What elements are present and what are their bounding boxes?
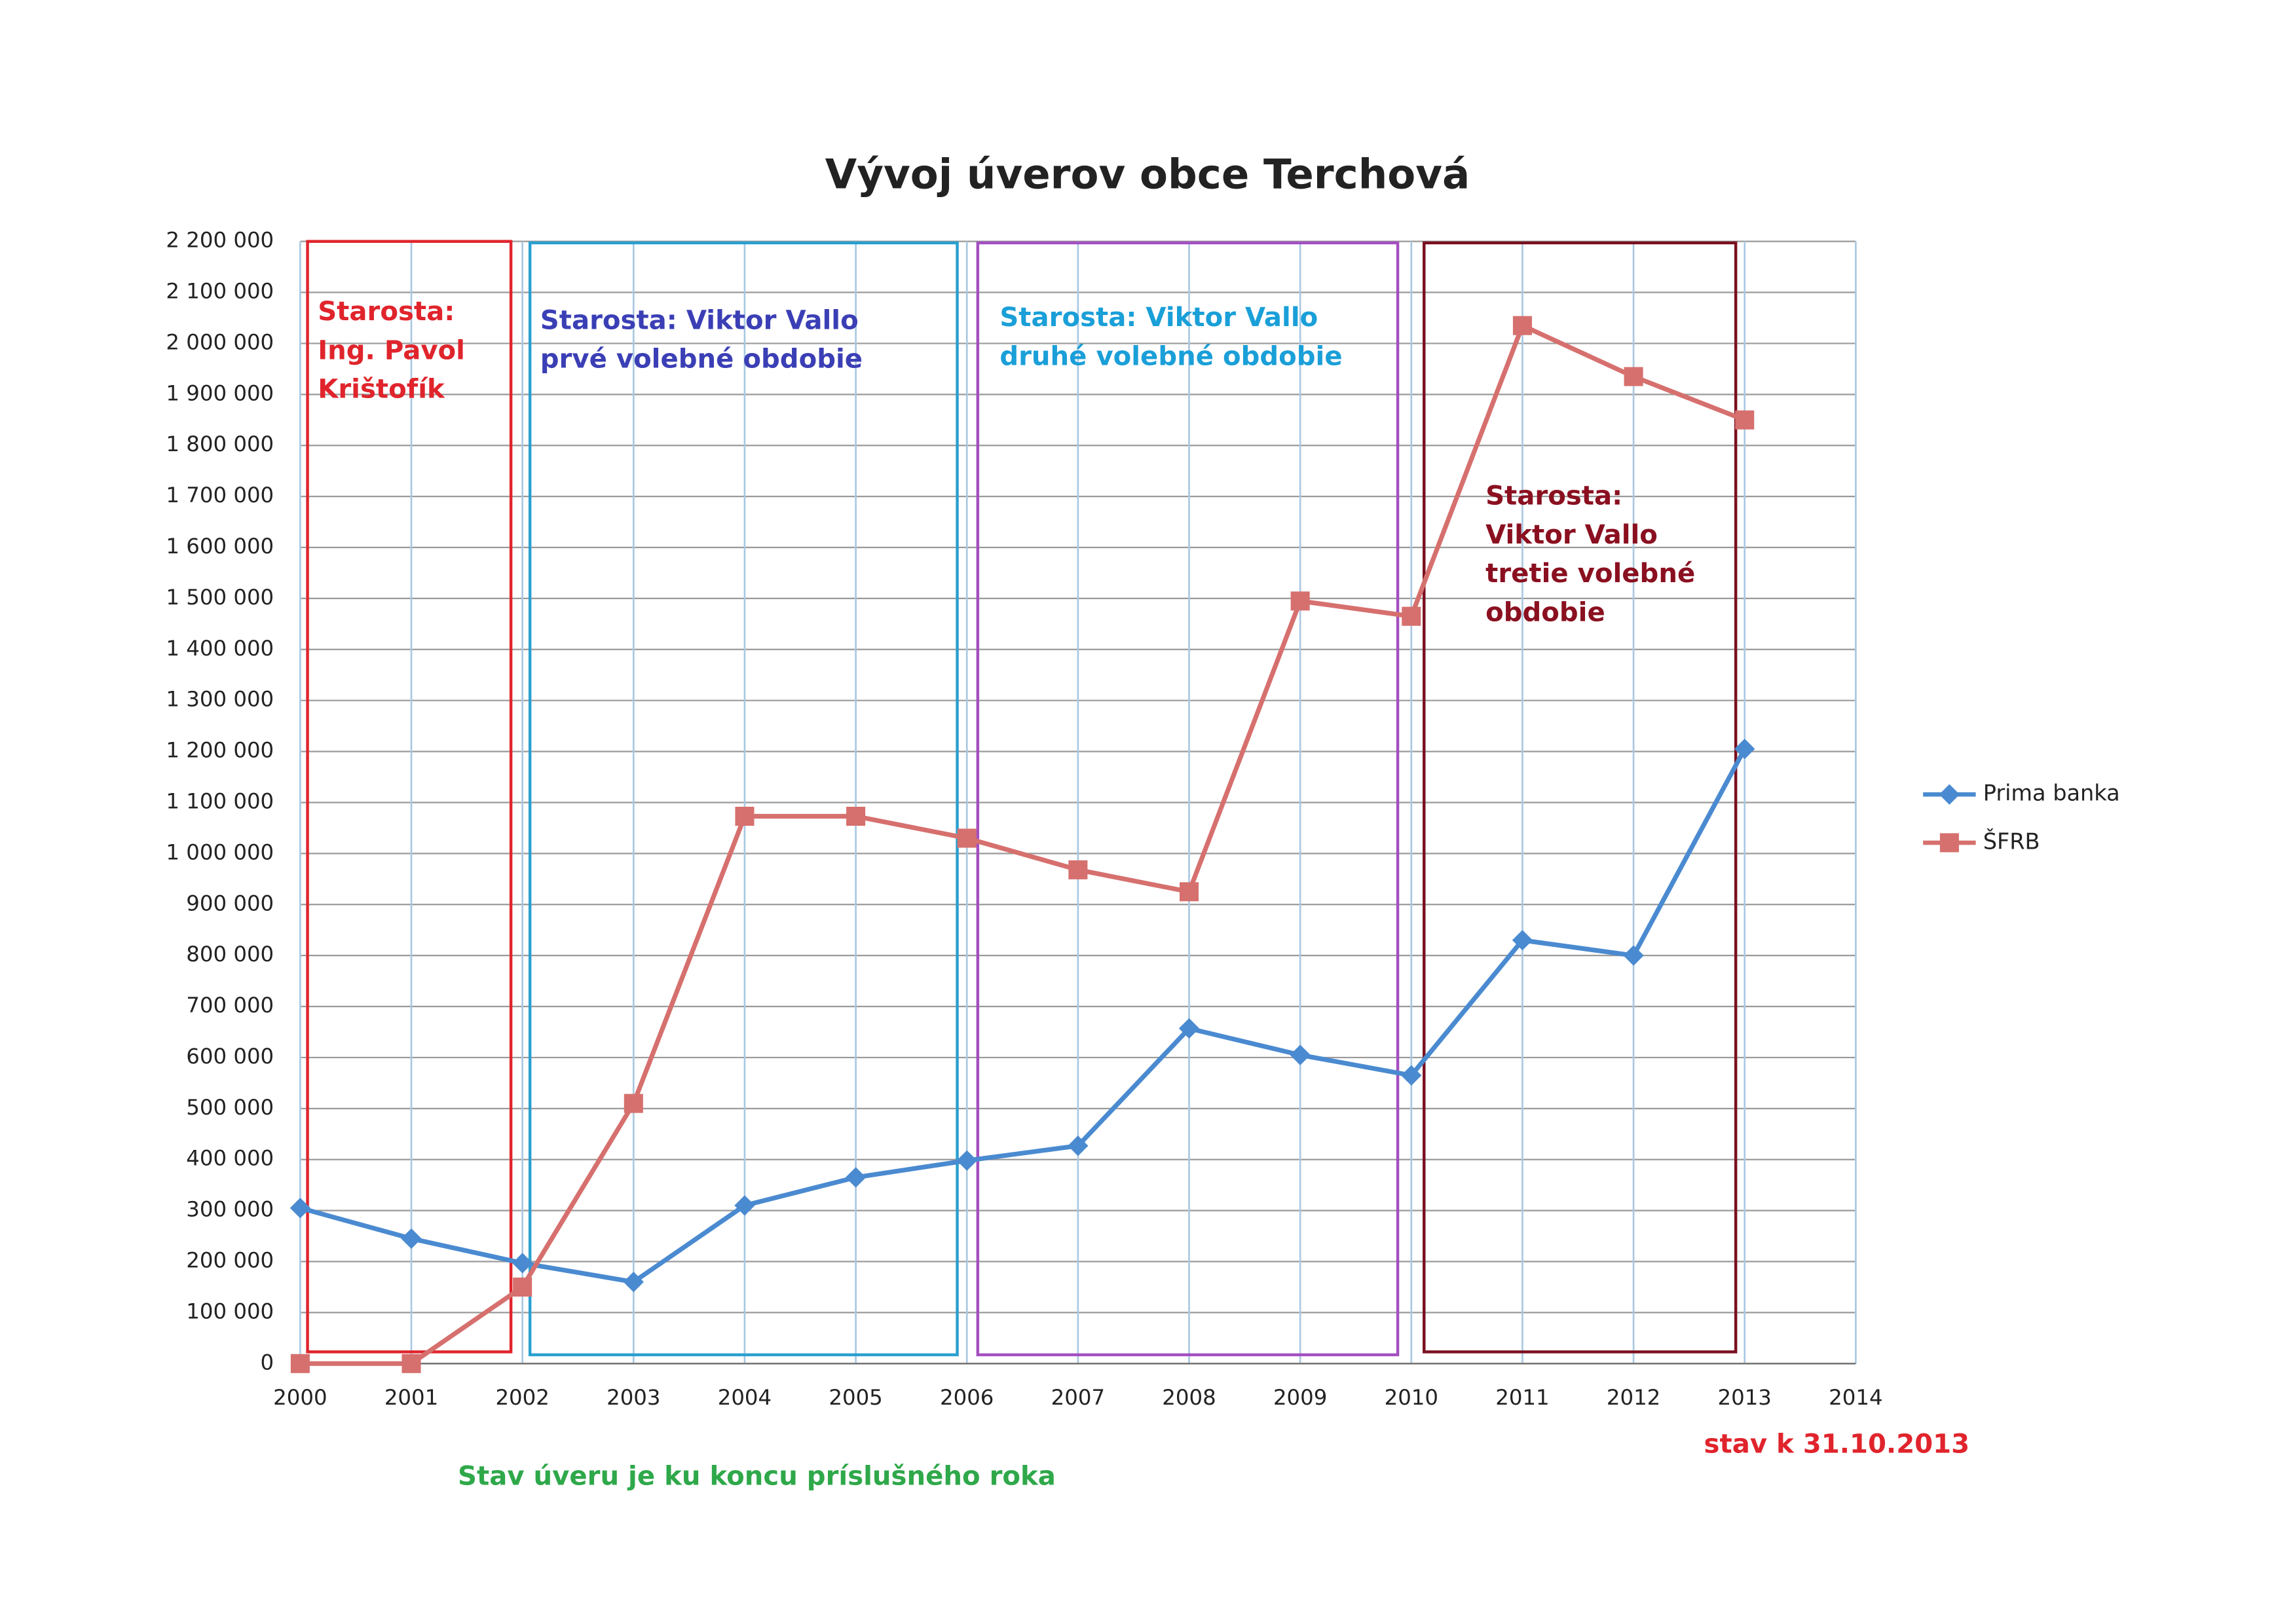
y-tick-label: 800 000 <box>186 942 274 967</box>
annotation: tretie volebné <box>1485 559 1695 589</box>
x-tick-label: 2010 <box>1385 1385 1438 1410</box>
marker <box>623 1272 644 1293</box>
note: Stav úveru je ku koncu príslušného roka <box>458 1462 1056 1492</box>
x-tick-label: 2005 <box>829 1385 882 1410</box>
marker <box>1068 860 1088 879</box>
marker <box>624 1094 643 1113</box>
marker <box>1623 945 1644 966</box>
annotation: Krištofík <box>318 375 445 405</box>
annotation: obdobie <box>1485 597 1605 627</box>
x-tick-label: 2001 <box>384 1385 438 1410</box>
marker <box>957 828 977 848</box>
marker <box>1734 739 1755 760</box>
y-tick-label: 1 400 000 <box>166 636 274 661</box>
x-tick-label: 2011 <box>1495 1385 1549 1410</box>
x-tick-label: 2012 <box>1607 1385 1660 1410</box>
marker <box>846 806 866 826</box>
term-box <box>1423 241 1738 1354</box>
y-tick-label: 1 600 000 <box>166 534 274 559</box>
annotation: druhé volebné obdobie <box>999 341 1342 371</box>
marker <box>1401 1065 1422 1086</box>
annotation: Starosta: <box>1485 481 1622 511</box>
marker <box>1512 930 1533 951</box>
term-box <box>976 241 1400 1357</box>
y-tick-label: 2 200 000 <box>166 228 274 253</box>
annotation: Ing. Pavol <box>318 335 465 365</box>
legend-marker <box>1939 833 1959 853</box>
y-tick-label: 300 000 <box>186 1197 274 1222</box>
legend-label: Prima banka <box>1983 781 2120 806</box>
x-tick-label: 2002 <box>495 1385 549 1410</box>
grid <box>299 240 1857 1365</box>
y-tick-label: 2 100 000 <box>166 279 274 304</box>
x-tick-label: 2003 <box>606 1385 660 1410</box>
marker <box>1512 316 1532 335</box>
y-tick-label: 0 <box>261 1350 274 1375</box>
x-tick-label: 2014 <box>1829 1385 1882 1410</box>
marker <box>1290 1044 1311 1065</box>
legend-marker <box>1939 784 1960 805</box>
y-tick-label: 900 000 <box>186 891 274 915</box>
marker <box>845 1167 867 1188</box>
term-box <box>528 241 959 1357</box>
marker <box>735 806 755 826</box>
marker <box>1178 1018 1200 1039</box>
x-tick-label: 2004 <box>718 1385 772 1410</box>
marker <box>1179 882 1199 902</box>
y-tick-label: 700 000 <box>186 993 274 1018</box>
annotation: prvé volebné obdobie <box>540 344 863 375</box>
term-box <box>306 240 513 1354</box>
marker <box>956 1150 977 1171</box>
chart-title: Vývoj úverov obce Terchová <box>825 150 1470 198</box>
y-tick-label: 100 000 <box>186 1299 274 1323</box>
annotation: Starosta: Viktor Vallo <box>540 306 859 336</box>
y-tick-label: 1 300 000 <box>166 687 274 712</box>
y-tick-label: 1 800 000 <box>166 432 274 456</box>
y-tick-label: 1 200 000 <box>166 738 274 763</box>
x-tick-label: 2008 <box>1162 1385 1216 1410</box>
x-tick-label: 2007 <box>1051 1385 1105 1410</box>
marker <box>512 1253 533 1274</box>
annotation-boxes <box>306 240 1738 1357</box>
y-tick-label: 200 000 <box>186 1248 274 1273</box>
x-tick-label: 2006 <box>940 1385 994 1410</box>
y-tick-label: 500 000 <box>186 1095 274 1120</box>
y-tick-label: 600 000 <box>186 1044 274 1069</box>
y-tick-label: 1 000 000 <box>166 840 274 864</box>
annotation: Starosta: Viktor Vallo <box>999 303 1318 333</box>
annotation: Starosta: <box>318 297 455 327</box>
marker <box>1624 367 1643 386</box>
annotation: Viktor Vallo <box>1485 520 1658 550</box>
marker <box>1735 410 1755 430</box>
marker <box>513 1277 532 1297</box>
series-line <box>300 323 1746 1366</box>
y-tick-label: 1 900 000 <box>166 380 274 405</box>
marker <box>401 1228 422 1249</box>
marker <box>1290 591 1310 611</box>
y-tick-label: 2 000 000 <box>166 329 274 354</box>
x-tick-label: 2000 <box>273 1385 327 1410</box>
series-line <box>299 747 1747 1285</box>
marker <box>734 1195 755 1216</box>
legend-label: ŠFRB <box>1983 828 2040 854</box>
y-tick-label: 400 000 <box>186 1146 274 1171</box>
x-tick-label: 2013 <box>1718 1385 1772 1410</box>
note: stav k 31.10.2013 <box>1704 1429 1970 1459</box>
marker <box>1402 606 1421 626</box>
marker <box>1068 1135 1089 1156</box>
marker <box>401 1354 421 1373</box>
y-tick-label: 1 500 000 <box>166 585 274 610</box>
marker <box>289 1198 311 1219</box>
y-tick-label: 1 700 000 <box>166 483 274 507</box>
x-tick-label: 2009 <box>1273 1385 1327 1410</box>
marker <box>290 1354 310 1373</box>
y-tick-label: 1 100 000 <box>166 788 274 813</box>
